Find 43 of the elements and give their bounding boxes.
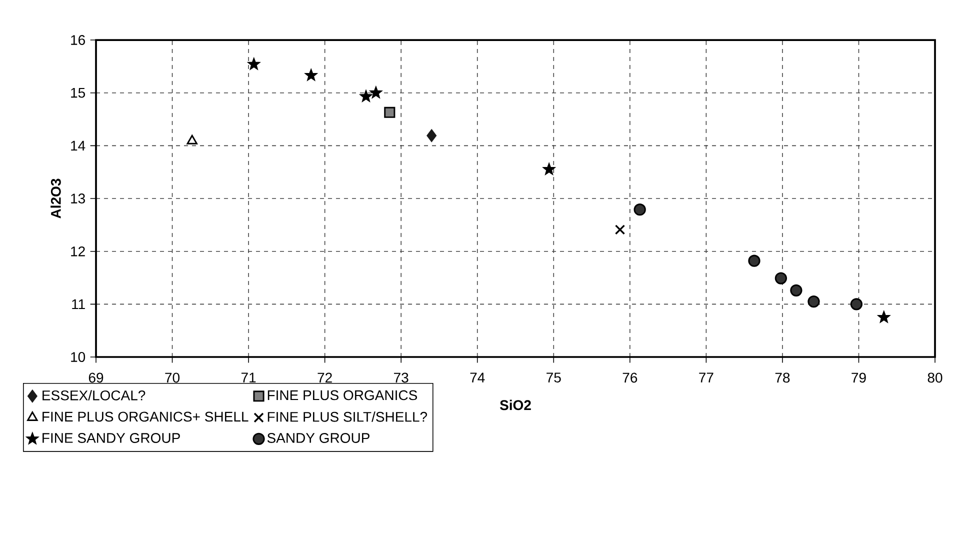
point	[304, 68, 318, 82]
x-tick-label: 74	[470, 372, 485, 382]
y-axis-title: Al2O3	[50, 178, 61, 218]
point	[774, 272, 788, 284]
y-tick-label: 14	[71, 140, 86, 150]
y-tick-label: 13	[71, 194, 85, 204]
x-tick-label: 72	[318, 372, 332, 383]
point	[614, 224, 626, 235]
point	[850, 298, 863, 310]
point	[247, 57, 260, 70]
y-tick-label: 12	[71, 246, 85, 256]
x-tick-label: 78	[775, 372, 790, 383]
point	[542, 162, 556, 176]
legend-label: SANDY GROUP	[267, 433, 370, 443]
point	[748, 254, 760, 267]
legend-label: FINE PLUS SILT/SHELL?	[268, 412, 428, 422]
x-axis-title: SiO2	[500, 400, 531, 410]
point	[426, 129, 436, 142]
point	[634, 204, 646, 216]
y-tick-label: 15	[71, 88, 86, 98]
y-tick-label: 11	[72, 299, 85, 309]
point	[808, 295, 820, 308]
legend-label: FINE SANDY GROUP	[42, 433, 180, 443]
legend-label: FINE PLUS ORGANICS	[268, 390, 418, 400]
x-tick-label: 80	[928, 372, 942, 383]
y-tick-label: 10	[71, 352, 86, 362]
x-tick-label: 73	[394, 372, 408, 383]
legend-label: FINE PLUS ORGANICS+ SHELL	[42, 412, 248, 422]
legend-label: ESSEX/LOCAL?	[42, 390, 146, 400]
x-tick-label: 79	[852, 372, 866, 383]
point	[186, 134, 198, 144]
point	[384, 106, 396, 118]
y-tick-label: 16	[71, 35, 85, 45]
x-tick-label: 70	[165, 372, 180, 383]
x-tick-label: 75	[546, 372, 561, 383]
point	[877, 310, 891, 324]
point	[790, 284, 802, 296]
x-tick-label: 77	[699, 372, 714, 382]
x-tick-label: 69	[88, 372, 104, 383]
x-tick-label: 76	[622, 372, 638, 383]
point	[369, 86, 383, 98]
x-tick-label: 71	[241, 372, 256, 382]
point	[359, 90, 373, 102]
